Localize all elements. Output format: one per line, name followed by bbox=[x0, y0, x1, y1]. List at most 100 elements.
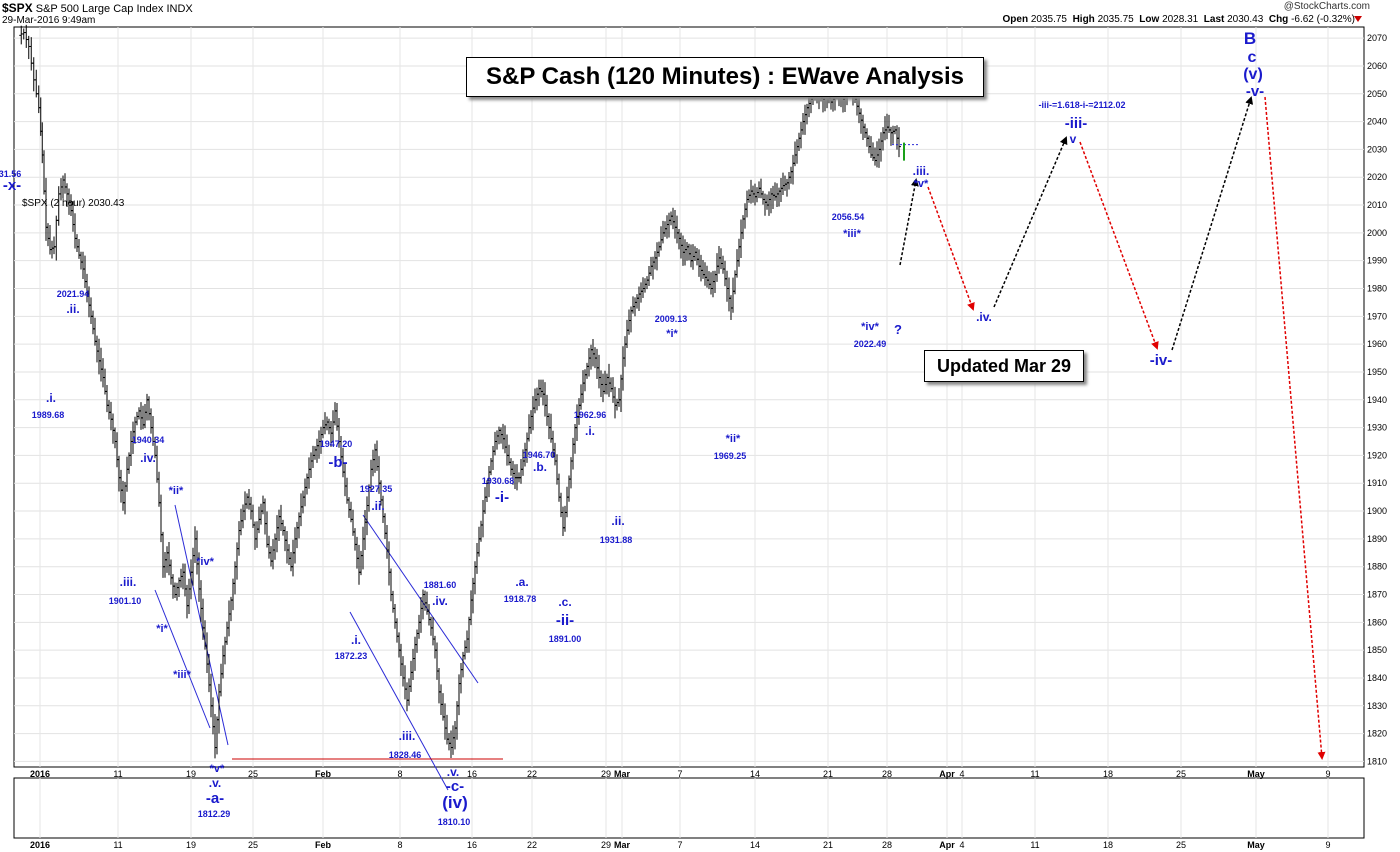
y-tick-label: 1950 bbox=[1367, 367, 1387, 377]
symbol-header: $SPX S&P 500 Large Cap Index INDX bbox=[2, 1, 193, 15]
wave-label: *v* bbox=[210, 763, 225, 775]
x-tick-label-lower: 21 bbox=[823, 840, 833, 850]
wave-label: 1969.25 bbox=[714, 451, 747, 461]
wave-label: -x- bbox=[3, 177, 21, 194]
y-tick-label: 1900 bbox=[1367, 506, 1387, 516]
x-tick-label-lower: 18 bbox=[1103, 840, 1113, 850]
y-tick-label: 1940 bbox=[1367, 395, 1387, 405]
y-tick-label: 1980 bbox=[1367, 284, 1387, 294]
x-tick-label: Feb bbox=[315, 769, 332, 779]
wave-label: ? bbox=[894, 322, 902, 337]
wave-projection bbox=[899, 96, 1326, 760]
x-axis: 2016 2016 11 11 19 19 25 25 Feb Feb 8 8 16 16 22 22 29 29… bbox=[30, 769, 1331, 850]
y-tick-label: 1810 bbox=[1367, 756, 1387, 766]
y-tick-label: 2030 bbox=[1367, 144, 1387, 154]
wave-label: (iv) bbox=[442, 793, 468, 812]
y-tick-label: 2000 bbox=[1367, 228, 1387, 238]
wave-label: 1927.35 bbox=[360, 484, 393, 494]
wave-label: -iii- bbox=[1065, 115, 1088, 132]
y-tick-label: 2050 bbox=[1367, 89, 1387, 99]
x-tick-label-lower: 2016 bbox=[30, 840, 50, 850]
chg-value: -6.62 (-0.32%) bbox=[1291, 14, 1355, 25]
x-tick-label-lower: 25 bbox=[248, 840, 258, 850]
wave-label: *ii* bbox=[726, 433, 741, 445]
chg-label: Chg bbox=[1268, 14, 1289, 25]
chart-title: S&P Cash (120 Minutes) : EWave Analysis bbox=[466, 57, 984, 97]
wave-label: -b- bbox=[328, 454, 347, 471]
y-tick-label: 1920 bbox=[1367, 450, 1387, 460]
x-tick-label-lower: 7 bbox=[677, 840, 682, 850]
wave-label: 1930.68 bbox=[482, 476, 515, 486]
x-tick-label-lower: 25 bbox=[1176, 840, 1186, 850]
x-tick-label-lower: 19 bbox=[186, 840, 196, 850]
wave-label: .v. bbox=[209, 776, 221, 790]
trend-line bbox=[154, 589, 211, 729]
y-tick-label: 1880 bbox=[1367, 562, 1387, 572]
wave-label: 2009.13 bbox=[655, 314, 688, 324]
y-tick-label: 1860 bbox=[1367, 617, 1387, 627]
x-tick-label: 25 bbox=[1176, 769, 1186, 779]
x-tick-label: 16 bbox=[467, 769, 477, 779]
chart-date: 29-Mar-2016 9:49am bbox=[2, 15, 96, 26]
y-tick-label: 1840 bbox=[1367, 673, 1387, 683]
x-tick-label: 14 bbox=[750, 769, 760, 779]
wave-label: .iv. bbox=[976, 310, 992, 324]
wave-label: 31.56 bbox=[0, 169, 21, 179]
x-tick-label-lower: 8 bbox=[397, 840, 402, 850]
wave-label: .iii. bbox=[913, 164, 930, 178]
low-value: 2028.31 bbox=[1162, 14, 1199, 25]
x-tick-label-lower: Apr bbox=[939, 840, 955, 850]
projection-down-arrow bbox=[927, 186, 975, 311]
projection-up-arrow bbox=[899, 178, 919, 266]
x-tick-label: May bbox=[1247, 769, 1265, 779]
price-bars bbox=[19, 24, 918, 759]
x-tick-label-lower: 11 bbox=[113, 840, 122, 850]
wave-label: c bbox=[1248, 49, 1257, 66]
ohlc-readout: Open 2035.75 High 2035.75 Low 2028.31 La… bbox=[1003, 14, 1356, 25]
y-tick-label: 1830 bbox=[1367, 701, 1387, 711]
x-tick-label: Apr bbox=[939, 769, 955, 779]
y-tick-label: 1820 bbox=[1367, 729, 1387, 739]
x-tick-label: 2016 bbox=[30, 769, 50, 779]
x-tick-label: 9 bbox=[1325, 769, 1330, 779]
x-tick-label: 22 bbox=[527, 769, 537, 779]
x-tick-label: 28 bbox=[882, 769, 892, 779]
y-tick-label: 2060 bbox=[1367, 61, 1387, 71]
y-tick-label: 1850 bbox=[1367, 645, 1387, 655]
x-tick-label: 18 bbox=[1103, 769, 1113, 779]
wave-label: 1901.10 bbox=[109, 596, 142, 606]
exchange: INDX bbox=[166, 3, 193, 15]
x-tick-label-lower: Mar bbox=[614, 840, 631, 850]
wave-label: 1810.10 bbox=[438, 817, 471, 827]
wave-label: .a. bbox=[515, 575, 528, 589]
high-value: 2035.75 bbox=[1097, 14, 1134, 25]
wave-label: .ii. bbox=[66, 302, 79, 316]
wave-label: 1989.68 bbox=[32, 410, 65, 420]
x-tick-label: 21 bbox=[823, 769, 833, 779]
wave-label: .ii. bbox=[371, 499, 384, 513]
wave-label: *i* bbox=[156, 623, 168, 635]
wave-label: .i. bbox=[46, 391, 56, 405]
x-tick-label: 25 bbox=[248, 769, 258, 779]
wave-label: .iii. bbox=[399, 729, 416, 743]
trend-line bbox=[349, 611, 449, 791]
wave-label: 1828.46 bbox=[389, 750, 422, 760]
wave-label: 1891.00 bbox=[549, 634, 582, 644]
wave-label: 2021.94 bbox=[57, 289, 90, 299]
last-value: 2030.43 bbox=[1227, 14, 1264, 25]
wave-label: 1931.88 bbox=[600, 535, 633, 545]
wave-label: -ii- bbox=[556, 612, 574, 629]
wave-label: 1946.70 bbox=[523, 450, 556, 460]
y-tick-label: 2020 bbox=[1367, 172, 1387, 182]
y-tick-label: 1890 bbox=[1367, 534, 1387, 544]
y-tick-label: 1970 bbox=[1367, 311, 1387, 321]
low-label: Low bbox=[1139, 14, 1160, 25]
open-value: 2035.75 bbox=[1030, 14, 1067, 25]
x-tick-label: 8 bbox=[397, 769, 402, 779]
y-tick-label: 1990 bbox=[1367, 256, 1387, 266]
high-label: High bbox=[1072, 14, 1095, 25]
x-tick-label-lower: 4 bbox=[959, 840, 964, 850]
wave-label: -i- bbox=[495, 489, 509, 506]
x-tick-label-lower: 14 bbox=[750, 840, 760, 850]
